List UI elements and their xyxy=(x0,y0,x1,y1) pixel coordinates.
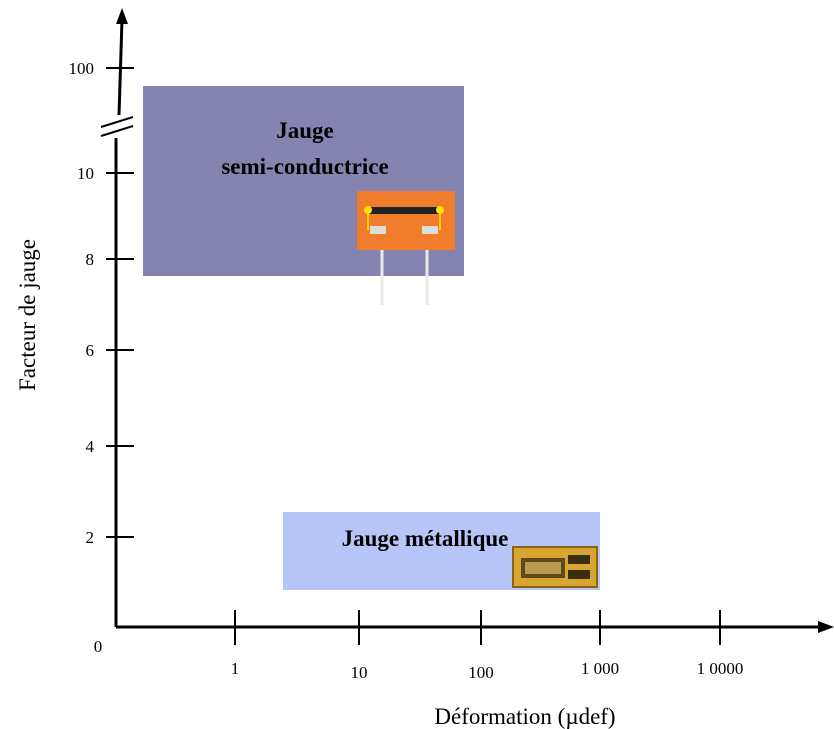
semiconductor-gauge-icon xyxy=(357,191,455,305)
x-tick-label: 1 000 xyxy=(581,659,619,678)
y-tick-label: 2 xyxy=(86,528,95,547)
x-arrow xyxy=(818,621,834,633)
y-axis-label: Facteur de jauge xyxy=(15,239,40,391)
metallic-gauge-icon xyxy=(512,546,598,588)
y-tick-label: 4 xyxy=(86,437,95,456)
y-tick-label: 8 xyxy=(86,250,95,269)
region-label: Jauge métallique xyxy=(342,526,509,551)
x-tick-label: 10 xyxy=(351,663,368,682)
y-tick-label: 10 xyxy=(77,164,94,183)
y-tick-label: 6 xyxy=(86,341,95,360)
region-label: Jauge xyxy=(276,118,334,143)
region-label: semi-conductrice xyxy=(221,154,388,179)
x-tick-label: 1 0000 xyxy=(697,659,744,678)
y-arrow xyxy=(116,8,128,24)
y-tick-label: 100 xyxy=(69,59,95,78)
origin-label: 0 xyxy=(94,637,103,656)
ticks xyxy=(106,67,721,645)
x-tick-label: 100 xyxy=(468,663,494,682)
axis-break xyxy=(100,116,134,137)
x-tick-label: 1 xyxy=(231,659,240,678)
x-axis-label: Déformation (µdef) xyxy=(434,704,615,729)
